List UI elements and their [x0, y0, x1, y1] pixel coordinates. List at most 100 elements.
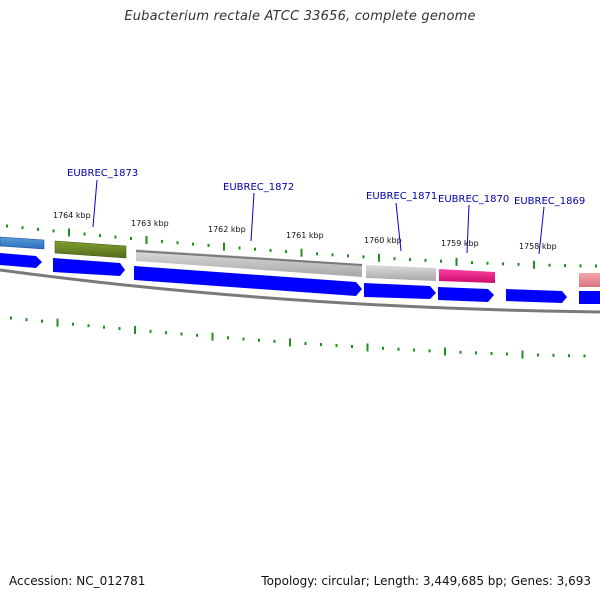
minor-tick: [351, 345, 353, 349]
cds-track-forward: [0, 253, 600, 304]
major-tick: [289, 338, 291, 347]
minor-tick: [490, 351, 493, 355]
genome-title: Eubacterium rectale ATCC 33656, complete…: [124, 9, 476, 24]
gene-label-leader: [466, 204, 470, 254]
minor-tick: [238, 246, 241, 250]
tick-row-inner: [10, 316, 586, 359]
minor-tick: [41, 319, 43, 323]
cds-arrow[interactable]: [364, 283, 436, 299]
minor-tick: [440, 259, 442, 263]
minor-tick: [537, 353, 539, 357]
gene-label-leader: [538, 206, 545, 255]
minor-tick: [258, 338, 260, 342]
minor-tick: [227, 336, 229, 340]
cds-arrow[interactable]: [438, 287, 494, 302]
minor-tick: [362, 255, 365, 259]
minor-tick: [459, 350, 462, 354]
minor-tick: [471, 261, 473, 265]
kbp-label-1759: 1759 kbp: [441, 239, 479, 248]
gene-label-eubrec-1873[interactable]: EUBREC_1873: [67, 168, 138, 179]
kbp-label-1761: 1761 kbp: [286, 231, 324, 240]
minor-tick: [595, 264, 597, 268]
major-tick: [223, 242, 225, 251]
minor-tick: [269, 248, 272, 252]
major-tick: [366, 343, 369, 352]
major-tick: [300, 248, 303, 257]
minor-tick: [475, 351, 477, 355]
kbp-label-1763: 1763 kbp: [131, 219, 169, 228]
kbp-label-1758: 1758 kbp: [519, 242, 557, 251]
genome-stats: Topology: circular; Length: 3,449,685 bp…: [261, 574, 591, 588]
kbp-label-1762: 1762 kbp: [208, 225, 246, 234]
minor-tick: [506, 352, 508, 356]
gene-label-eubrec-1871[interactable]: EUBREC_1871: [366, 191, 437, 202]
major-tick: [68, 228, 70, 237]
minor-tick: [316, 252, 318, 256]
minor-tick: [285, 250, 287, 254]
minor-tick: [130, 237, 132, 241]
minor-tick: [83, 232, 86, 236]
minor-tick: [409, 258, 411, 262]
major-tick: [145, 235, 148, 244]
minor-tick: [114, 235, 117, 239]
gene-label-eubrec-1869[interactable]: EUBREC_1869: [514, 196, 585, 207]
minor-tick: [176, 241, 179, 245]
minor-tick: [165, 331, 167, 335]
minor-tick: [180, 332, 183, 336]
tick-row-outer: [6, 224, 597, 269]
minor-tick: [10, 316, 12, 320]
gene-label-eubrec-1870[interactable]: EUBREC_1870: [438, 194, 509, 205]
feature-gray-1871[interactable]: [366, 265, 436, 281]
minor-tick: [568, 354, 570, 358]
major-tick: [56, 318, 59, 327]
minor-tick: [382, 346, 384, 350]
minor-tick: [564, 264, 566, 268]
minor-tick: [6, 224, 8, 228]
accession-info: Accession: NC_012781: [9, 574, 146, 588]
minor-tick: [273, 339, 276, 343]
major-tick: [134, 325, 136, 334]
minor-tick: [393, 257, 396, 261]
major-tick: [211, 332, 214, 341]
minor-tick: [207, 243, 210, 247]
cds-arrow[interactable]: [53, 258, 125, 276]
cds-arrow[interactable]: [134, 266, 362, 296]
major-tick: [444, 347, 446, 356]
minor-tick: [502, 262, 504, 266]
minor-tick: [72, 322, 74, 326]
major-tick: [455, 257, 458, 266]
feature-olive[interactable]: [54, 240, 127, 259]
gene-label-eubrec-1872[interactable]: EUBREC_1872: [223, 182, 294, 193]
minor-tick: [579, 264, 582, 268]
genome-backbone-highlight: [135, 250, 363, 266]
minor-tick: [254, 247, 256, 251]
cds-arrow[interactable]: [579, 291, 600, 304]
minor-tick: [486, 261, 489, 265]
minor-tick: [192, 242, 194, 246]
genome-backbone: [0, 268, 600, 314]
minor-tick: [161, 239, 163, 243]
minor-tick: [118, 327, 121, 331]
feature-blue-gradient[interactable]: [0, 236, 45, 250]
minor-tick: [103, 325, 105, 329]
minor-tick: [21, 226, 24, 230]
gene-label-leader: [250, 192, 255, 242]
major-tick: [378, 253, 380, 262]
feature-pink-right[interactable]: [579, 273, 600, 287]
feature-magenta-1870[interactable]: [439, 269, 495, 283]
cds-arrow[interactable]: [0, 253, 42, 268]
minor-tick: [424, 258, 427, 262]
minor-tick: [397, 347, 400, 351]
cds-arrow[interactable]: [506, 289, 567, 303]
minor-tick: [87, 324, 90, 328]
minor-tick: [25, 318, 28, 322]
minor-tick: [548, 263, 551, 267]
major-tick: [533, 260, 535, 269]
minor-tick: [413, 348, 415, 352]
minor-tick: [320, 343, 322, 347]
minor-tick: [552, 353, 555, 357]
kbp-label-1764: 1764 kbp: [53, 211, 91, 220]
minor-tick: [196, 333, 198, 337]
feature-gray-1872[interactable]: [136, 249, 362, 277]
